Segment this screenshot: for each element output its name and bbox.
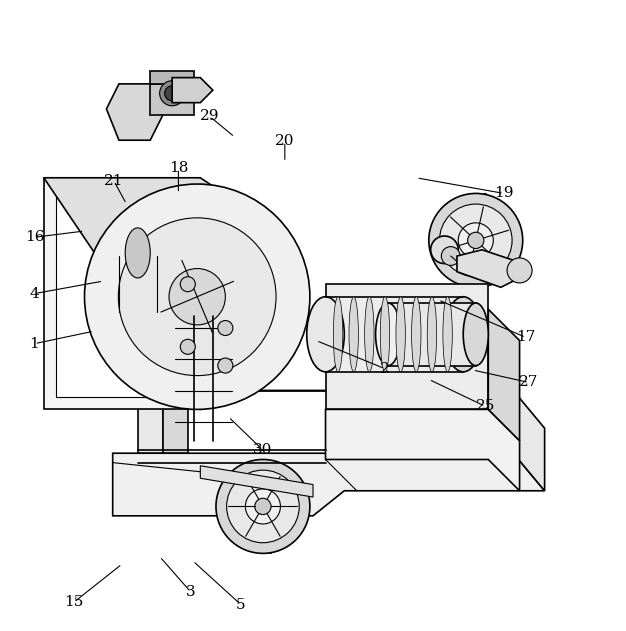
Circle shape	[245, 489, 280, 524]
Text: 17: 17	[516, 331, 535, 345]
Polygon shape	[44, 178, 238, 410]
Polygon shape	[488, 309, 520, 440]
Polygon shape	[326, 284, 488, 410]
Polygon shape	[56, 191, 188, 397]
Circle shape	[218, 358, 233, 373]
Polygon shape	[106, 84, 163, 140]
Circle shape	[441, 247, 460, 266]
Ellipse shape	[463, 303, 488, 365]
Text: 29: 29	[200, 109, 220, 124]
Ellipse shape	[307, 297, 344, 372]
Circle shape	[118, 218, 276, 375]
Text: 21: 21	[104, 174, 124, 188]
Bar	[150, 84, 194, 115]
Text: 5: 5	[236, 598, 246, 611]
Bar	[138, 253, 163, 453]
Bar	[163, 253, 188, 453]
Text: 27: 27	[520, 375, 538, 389]
Ellipse shape	[349, 297, 358, 372]
Circle shape	[255, 498, 271, 514]
Circle shape	[160, 81, 185, 106]
Circle shape	[180, 276, 195, 292]
Polygon shape	[172, 78, 213, 103]
Ellipse shape	[444, 297, 482, 372]
Polygon shape	[200, 466, 313, 497]
Text: 1: 1	[29, 337, 39, 351]
Text: 16: 16	[24, 230, 44, 244]
Circle shape	[468, 232, 484, 249]
Text: 18: 18	[169, 162, 188, 175]
Text: 19: 19	[494, 186, 514, 201]
Ellipse shape	[333, 297, 343, 372]
Ellipse shape	[428, 297, 437, 372]
Text: 15: 15	[64, 595, 83, 609]
Ellipse shape	[443, 297, 453, 372]
Ellipse shape	[364, 297, 374, 372]
Text: 25: 25	[476, 399, 495, 413]
Ellipse shape	[478, 194, 493, 287]
Text: 2: 2	[380, 362, 390, 375]
Circle shape	[180, 339, 195, 355]
Ellipse shape	[381, 297, 389, 372]
Ellipse shape	[264, 459, 277, 553]
Circle shape	[458, 223, 493, 258]
Polygon shape	[44, 178, 200, 410]
Circle shape	[429, 194, 523, 287]
Ellipse shape	[396, 297, 406, 372]
Circle shape	[227, 470, 299, 543]
Text: 4: 4	[29, 286, 39, 300]
Text: 30: 30	[254, 443, 272, 457]
Circle shape	[216, 459, 310, 553]
Bar	[388, 303, 476, 365]
Text: 20: 20	[275, 134, 295, 148]
Polygon shape	[113, 391, 545, 491]
Circle shape	[85, 184, 310, 410]
Ellipse shape	[125, 228, 150, 278]
Circle shape	[431, 236, 458, 264]
Text: 3: 3	[186, 585, 196, 599]
Circle shape	[59, 194, 178, 312]
Circle shape	[108, 242, 130, 264]
Ellipse shape	[412, 297, 421, 372]
Ellipse shape	[376, 303, 401, 365]
Circle shape	[165, 86, 180, 101]
Circle shape	[218, 321, 233, 336]
Circle shape	[507, 258, 532, 283]
Ellipse shape	[120, 194, 143, 312]
Bar	[150, 71, 194, 84]
Polygon shape	[326, 410, 520, 491]
Polygon shape	[457, 250, 520, 287]
Circle shape	[439, 204, 512, 276]
Polygon shape	[113, 453, 545, 516]
Circle shape	[72, 206, 166, 300]
Circle shape	[169, 269, 225, 325]
Circle shape	[95, 229, 143, 276]
